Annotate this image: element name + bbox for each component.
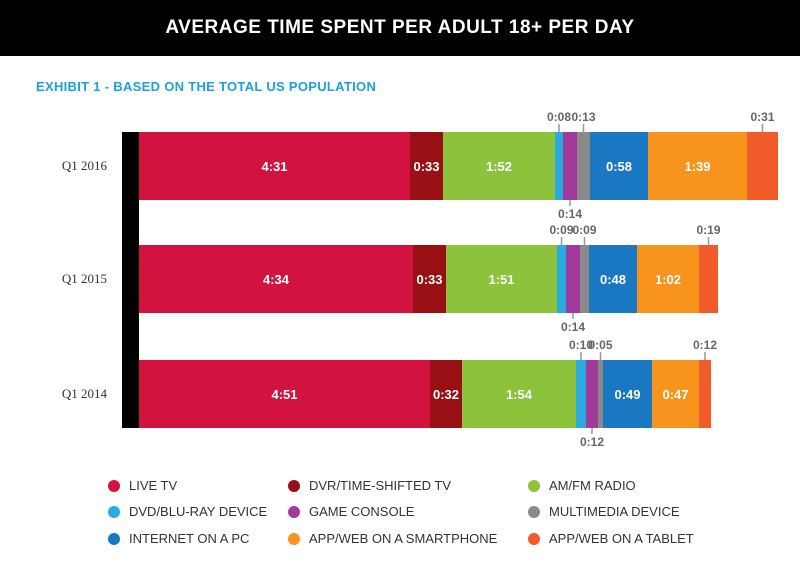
- legend-item: APP/WEB ON A SMARTPHONE: [288, 531, 497, 546]
- bar-segment: [699, 245, 718, 313]
- legend-label: INTERNET ON A PC: [129, 531, 250, 546]
- legend-swatch: [108, 505, 120, 518]
- bar-segment: [590, 132, 648, 200]
- bar-segment: [566, 245, 580, 313]
- data-label: 0:58: [606, 159, 632, 174]
- legend-label: MULTIMEDIA DEVICE: [549, 504, 680, 519]
- data-label: 0:14: [561, 320, 585, 334]
- bar-segment: [699, 360, 711, 428]
- legend-label: DVD/BLU-RAY DEVICE: [129, 504, 268, 519]
- data-label: 0:09: [549, 223, 573, 237]
- data-label: 1:02: [655, 272, 681, 287]
- bar-segment: [648, 132, 747, 200]
- bar-segment: [446, 245, 557, 313]
- legend-item: GAME CONSOLE: [288, 504, 414, 519]
- data-label: 0:12: [580, 435, 604, 449]
- category-label: Q1 2015: [62, 271, 107, 286]
- data-label: 0:08: [547, 110, 571, 124]
- legend-label: LIVE TV: [129, 478, 178, 493]
- legend-item: DVR/TIME-SHIFTED TV: [288, 478, 451, 493]
- data-label: 0:49: [614, 387, 640, 402]
- bar-segment: [462, 360, 576, 428]
- legend-item: INTERNET ON A PC: [108, 531, 249, 546]
- bar-segment: [430, 360, 462, 428]
- bar-segment: [557, 245, 566, 313]
- bar-segment: [580, 245, 589, 313]
- bar-segment: [555, 132, 563, 200]
- bar-segment: [577, 132, 590, 200]
- data-label: 0:33: [413, 159, 439, 174]
- legend-item: MULTIMEDIA DEVICE: [528, 504, 680, 519]
- bar-segment: [652, 360, 699, 428]
- bar-segment: [139, 360, 430, 428]
- data-label: 0:32: [433, 387, 459, 402]
- bar-segment: [410, 132, 443, 200]
- legend-item: LIVE TV: [108, 478, 177, 493]
- data-label: 0:31: [750, 110, 774, 124]
- legend-label: APP/WEB ON A TABLET: [549, 531, 694, 546]
- bar-segment: [598, 360, 603, 428]
- legend-swatch: [288, 479, 300, 492]
- chart-title: AVERAGE TIME SPENT PER ADULT 18+ PER DAY: [0, 0, 800, 56]
- bar-segment: [589, 245, 637, 313]
- legend-item: APP/WEB ON A TABLET: [528, 531, 694, 546]
- legend-swatch: [288, 505, 300, 518]
- legend-item: DVD/BLU-RAY DEVICE: [108, 504, 267, 519]
- data-label: 4:31: [261, 159, 287, 174]
- data-label: 0:10: [569, 338, 593, 352]
- bar-segment: [443, 132, 555, 200]
- category-label: Q1 2014: [62, 386, 108, 401]
- chart-subtitle: EXHIBIT 1 - BASED ON THE TOTAL US POPULA…: [36, 79, 377, 94]
- legend-swatch: [528, 479, 540, 492]
- legend-swatch: [528, 532, 540, 545]
- data-label: 4:51: [271, 387, 297, 402]
- data-label: 1:52: [486, 159, 512, 174]
- legend-item: AM/FM RADIO: [528, 478, 636, 493]
- legend-label: GAME CONSOLE: [309, 504, 415, 519]
- data-label: 0:12: [693, 338, 717, 352]
- bar-segment: [563, 132, 577, 200]
- data-label: 0:19: [696, 223, 720, 237]
- legend-label: AM/FM RADIO: [549, 478, 636, 493]
- data-label: 1:54: [506, 387, 533, 402]
- data-label: 0:09: [572, 223, 596, 237]
- data-label: 0:47: [662, 387, 688, 402]
- bar-segment: [603, 360, 652, 428]
- category-label: Q1 2016: [62, 158, 108, 173]
- bar-segment: [586, 360, 598, 428]
- bar-segment: [413, 245, 446, 313]
- data-label: 0:48: [600, 272, 626, 287]
- data-label: 1:51: [488, 272, 514, 287]
- legend-swatch: [108, 532, 120, 545]
- axis-line: [122, 132, 139, 428]
- data-label: 0:14: [558, 207, 582, 221]
- data-label: 0:33: [416, 272, 442, 287]
- legend-swatch: [528, 505, 540, 518]
- data-label: 0:05: [588, 338, 612, 352]
- bar-segment: [139, 132, 410, 200]
- data-label: 0:13: [571, 110, 595, 124]
- legend-label: DVR/TIME-SHIFTED TV: [309, 478, 452, 493]
- bar-segment: [576, 360, 586, 428]
- legend-swatch: [288, 532, 300, 545]
- bar-segment: [139, 245, 413, 313]
- bar-segment: [747, 132, 778, 200]
- data-label: 1:39: [684, 159, 710, 174]
- data-label: 4:34: [263, 272, 290, 287]
- legend-label: APP/WEB ON A SMARTPHONE: [309, 531, 498, 546]
- bar-segment: [637, 245, 699, 313]
- legend-swatch: [108, 479, 120, 492]
